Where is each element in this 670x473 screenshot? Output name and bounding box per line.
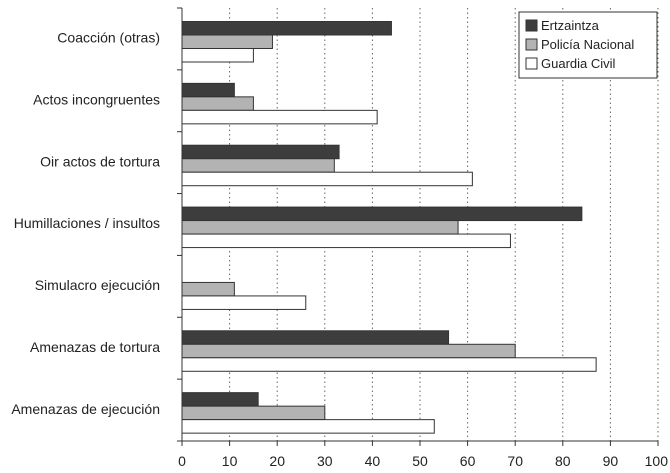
legend-label: Guardia Civil <box>541 56 616 71</box>
category-label: Amenazas de tortura <box>30 339 160 355</box>
bar-guardia-civil-humillaciones-insultos <box>181 233 511 249</box>
category-label: Coacción (otras) <box>57 30 160 46</box>
x-tick-label: 40 <box>365 453 381 469</box>
legend-swatch-policia-nacional <box>525 38 538 51</box>
bar-policia-nacional-actos-incongruentes <box>181 96 254 111</box>
bar-ertzaintza-amenazas-de-tortura <box>181 330 450 345</box>
x-tick-labels: 0 10 20 30 40 50 60 70 80 90 100 <box>178 453 668 469</box>
bar-ertzaintza-oir-actos-de-tortura <box>181 144 340 160</box>
bar-policia-nacional-simulacro-ejecucion <box>181 281 235 297</box>
legend-box <box>518 11 658 79</box>
category-labels: Coacción (otras) Actos incongruentes Oir a… <box>11 30 160 417</box>
bar-guardia-civil-simulacro-ejecucion <box>181 295 307 310</box>
x-tick-label: 60 <box>460 453 476 469</box>
x-tick-label: 50 <box>412 453 428 469</box>
bar-ertzaintza-coaccion-otras <box>181 21 392 36</box>
bar-ertzaintza-humillaciones-insultos <box>181 206 583 222</box>
bar-guardia-civil-actos-incongruentes <box>181 109 378 125</box>
bar-policia-nacional-humillaciones-insultos <box>181 220 459 235</box>
category-label: Simulacro ejecución <box>35 277 160 293</box>
bars <box>181 21 597 434</box>
bar-guardia-civil-oir-actos-de-tortura <box>181 171 473 187</box>
x-tick-label: 70 <box>507 453 523 469</box>
bar-ertzaintza-actos-incongruentes <box>181 82 235 98</box>
bar-policia-nacional-oir-actos-de-tortura <box>181 158 335 173</box>
x-tick-label: 0 <box>178 453 186 469</box>
bar-ertzaintza-amenazas-de-ejecucion <box>181 392 259 407</box>
legend-label: Policía Nacional <box>541 37 634 52</box>
bar-policia-nacional-amenazas-de-tortura <box>181 343 516 359</box>
axes <box>177 7 659 446</box>
bar-guardia-civil-coaccion-otras <box>181 48 254 63</box>
x-tick-label: 20 <box>269 453 285 469</box>
x-tick-label: 100 <box>645 453 669 469</box>
category-label: Actos incongruentes <box>33 91 160 107</box>
bar-guardia-civil-amenazas-de-ejecucion <box>181 419 435 434</box>
bar-guardia-civil-amenazas-de-tortura <box>181 357 597 372</box>
x-tick-label: 80 <box>555 453 571 469</box>
bar-policia-nacional-coaccion-otras <box>181 34 273 49</box>
category-label: Humillaciones / insultos <box>14 215 160 231</box>
x-tick-label: 10 <box>222 453 238 469</box>
legend-swatch-ertzaintza <box>525 19 538 32</box>
legend: Ertzaintza Policía Nacional Guardia Civil <box>518 11 658 79</box>
legend-swatch-guardia-civil <box>525 57 538 70</box>
category-label: Oir actos de tortura <box>40 153 160 169</box>
x-tick-label: 30 <box>317 453 333 469</box>
legend-label: Ertzaintza <box>541 18 600 33</box>
category-label: Amenazas de ejecución <box>11 401 160 417</box>
bar-policia-nacional-amenazas-de-ejecucion <box>181 405 326 421</box>
x-tick-label: 90 <box>603 453 619 469</box>
